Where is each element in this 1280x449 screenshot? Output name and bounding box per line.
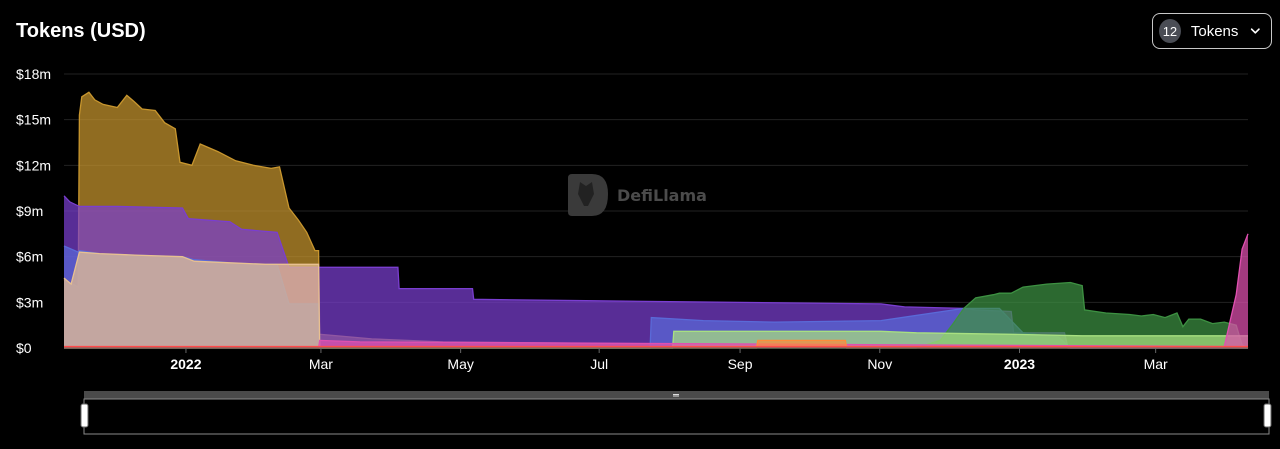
x-tick-label: 2023	[1004, 356, 1035, 372]
chart-title: Tokens (USD)	[16, 20, 146, 42]
x-tick-label: Jul	[590, 356, 608, 372]
x-tick-label: Mar	[309, 356, 333, 372]
x-tick-label: May	[447, 356, 473, 372]
tokens-selector-label: Tokens	[1190, 22, 1239, 40]
series-area-3	[64, 252, 1248, 348]
y-tick-label: $6m	[16, 249, 43, 265]
series-line-5	[64, 330, 1248, 349]
y-tick-label: $0	[16, 340, 32, 356]
series-line-0	[63, 91, 1249, 349]
slider-left-handle[interactable]	[80, 403, 89, 428]
y-tick-label: $9m	[16, 203, 43, 219]
series-line-3	[63, 251, 1248, 349]
x-tick-label: Nov	[867, 356, 892, 372]
y-tick-label: $18m	[16, 66, 51, 82]
watermark: DefiLlama	[568, 174, 707, 216]
x-tick-label: Sep	[728, 356, 753, 372]
slider-right-handle[interactable]	[1263, 403, 1272, 428]
watermark-text: DefiLlama	[617, 186, 707, 205]
y-tick-label: $12m	[16, 157, 51, 173]
series-area-2	[64, 246, 1248, 348]
x-axis: 2022 Mar May Jul Sep Nov 2023 Mar	[64, 347, 1248, 372]
tokens-selector-button[interactable]: 12 Tokens	[1152, 13, 1272, 49]
x-tick-label: 2022	[170, 356, 201, 372]
selected-count-badge: 12	[1159, 19, 1181, 43]
y-tick-label: $3m	[16, 294, 43, 310]
series-area-4	[64, 282, 1248, 348]
series-line-4	[64, 281, 1249, 349]
defillama-logo-icon	[568, 174, 608, 216]
slider-window[interactable]	[83, 398, 1270, 435]
y-axis: $0 $3m $6m $9m $12m $15m $18m	[16, 66, 51, 356]
area-series	[63, 91, 1249, 349]
range-slider[interactable]	[80, 391, 1272, 435]
y-tick-label: $15m	[16, 112, 51, 128]
x-tick-label: Mar	[1144, 356, 1168, 372]
series-area-5	[64, 331, 1248, 348]
chevron-down-icon	[1251, 28, 1261, 34]
